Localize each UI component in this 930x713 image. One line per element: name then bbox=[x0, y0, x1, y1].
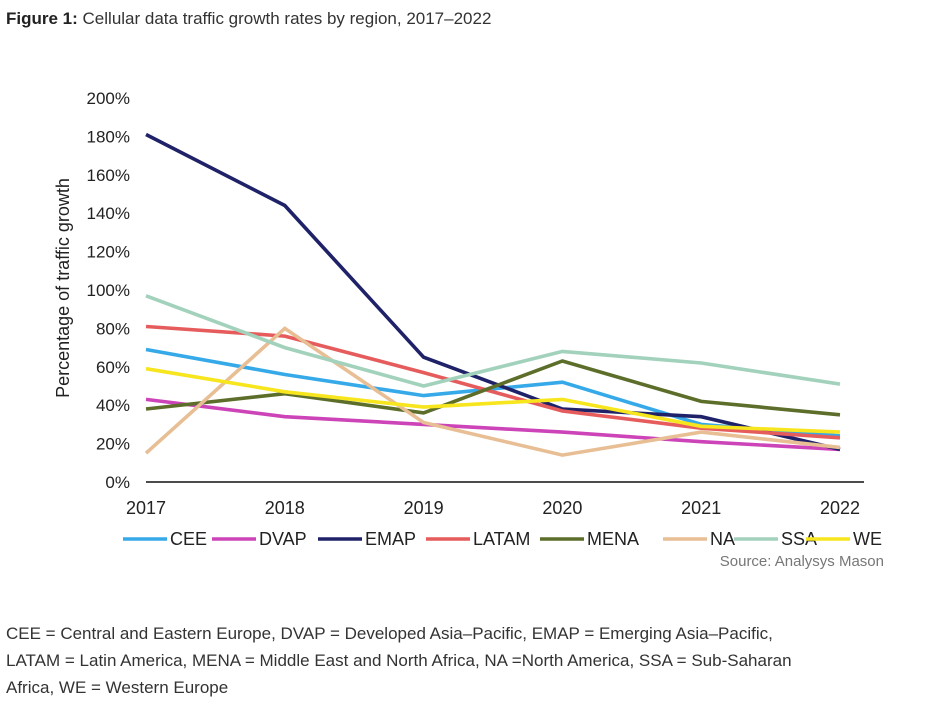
series-line-emap bbox=[145, 132, 841, 452]
y-tick-label: 80% bbox=[96, 319, 130, 338]
legend-label-we: WE bbox=[853, 529, 882, 549]
x-tick-label: 2019 bbox=[404, 498, 444, 518]
y-axis-title: Percentage of traffic growth bbox=[53, 178, 73, 398]
x-tick-label: 2017 bbox=[126, 498, 166, 518]
legend-label-ssa: SSA bbox=[781, 529, 817, 549]
series-line-ssa bbox=[145, 294, 841, 388]
series-line-we bbox=[145, 366, 841, 434]
y-tick-label: 40% bbox=[96, 396, 130, 415]
x-tick-label: 2021 bbox=[681, 498, 721, 518]
series-line-latam bbox=[145, 324, 841, 440]
series-line-mena bbox=[145, 359, 841, 417]
footnote-line-3: Africa, WE = Western Europe bbox=[6, 678, 229, 697]
y-tick-label: 60% bbox=[96, 358, 130, 377]
y-tick-label: 120% bbox=[87, 243, 130, 262]
x-tick-label: 2018 bbox=[265, 498, 305, 518]
series-line-na bbox=[144, 326, 841, 457]
y-tick-label: 160% bbox=[87, 166, 130, 185]
legend-label-emap: EMAP bbox=[365, 529, 416, 549]
series-line-dvap bbox=[145, 397, 841, 452]
y-tick-label: 0% bbox=[105, 473, 130, 492]
legend-label-dvap: DVAP bbox=[259, 529, 307, 549]
y-tick-label: 140% bbox=[87, 204, 130, 223]
figure-title: Cellular data traffic growth rates by re… bbox=[82, 9, 492, 28]
y-tick-label: 180% bbox=[87, 127, 130, 146]
legend-label-na: NA bbox=[710, 529, 735, 549]
figure-caption: Figure 1: Cellular data traffic growth r… bbox=[6, 9, 491, 29]
x-tick-label: 2020 bbox=[542, 498, 582, 518]
legend-label-cee: CEE bbox=[170, 529, 207, 549]
x-tick-label: 2022 bbox=[820, 498, 860, 518]
footnote-line-2: LATAM = Latin America, MENA = Middle Eas… bbox=[6, 651, 792, 670]
chart-source: Source: Analysys Mason bbox=[720, 553, 884, 570]
figure-label: Figure 1: bbox=[6, 9, 78, 28]
legend-label-latam: LATAM bbox=[473, 529, 530, 549]
y-tick-label: 20% bbox=[96, 435, 130, 454]
line-chart: 0% 20% 40% 60% 80% 100% 120% 140% 160% 180% 200% Pe… bbox=[53, 89, 884, 570]
legend-label-mena: MENA bbox=[587, 529, 639, 549]
y-tick-label: 100% bbox=[87, 281, 130, 300]
y-tick-label: 200% bbox=[87, 89, 130, 108]
footnote-line-1: CEE = Central and Eastern Europe, DVAP =… bbox=[6, 624, 773, 643]
footnote: CEE = Central and Eastern Europe, DVAP =… bbox=[6, 620, 906, 701]
